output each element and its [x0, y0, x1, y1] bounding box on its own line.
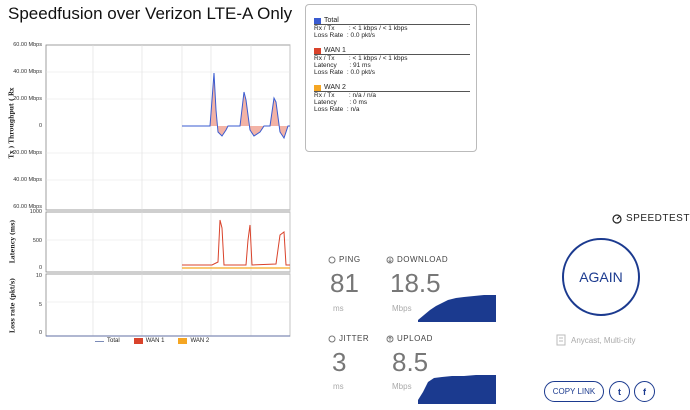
- jitter-label: JITTER: [328, 334, 369, 343]
- server-info: Anycast, Multi-city: [556, 334, 635, 346]
- latency-tick: 500: [32, 238, 42, 244]
- upload-graph: [418, 375, 496, 404]
- latency-axis-label: Latency (ms): [9, 219, 17, 264]
- download-icon: [386, 256, 394, 263]
- wan1-loss: Loss Rate : 0.0 pkt/s: [314, 69, 376, 76]
- legend-wan2: WAN 2: [178, 338, 209, 344]
- legend-wan1: WAN 1: [133, 338, 164, 344]
- tput-tick: 20.00 Mbps: [13, 150, 42, 156]
- latency-tick: 0: [38, 265, 42, 271]
- total-rxtx: Rx / Tx : < 1 kbps / < 1 kbps: [314, 25, 408, 32]
- tput-tick: 40.00 Mbps: [13, 177, 42, 183]
- again-button[interactable]: AGAIN: [562, 238, 640, 316]
- jitter-icon: [328, 335, 336, 342]
- download-label: DOWNLOAD: [386, 255, 448, 264]
- loss-panel: [45, 273, 291, 337]
- speedtest-logo: SPEEDTEST: [612, 213, 690, 224]
- total-loss: Loss Rate : 0.0 pkt/s: [314, 32, 376, 39]
- ping-value: 81: [330, 268, 359, 298]
- upload-value: 8.5: [392, 347, 429, 377]
- upload-label: UPLOAD: [386, 334, 433, 343]
- stat-wan2-header: WAN 2: [314, 84, 470, 91]
- loss-tick: 10: [35, 273, 42, 279]
- tput-tick: 0: [38, 123, 42, 129]
- jitter-unit: ms: [333, 382, 344, 391]
- tput-tick: 20.00 Mbps: [13, 96, 42, 102]
- wan2-latency: Latency : 0 ms: [314, 99, 368, 106]
- loss-tick: 5: [38, 302, 42, 308]
- wan1-latency-line: [182, 219, 290, 266]
- download-graph: [418, 295, 496, 322]
- wan2-rxtx: Rx / Tx : n/a / n/a: [314, 92, 377, 99]
- ping-unit: ms: [333, 304, 344, 313]
- stat-total-header: Total: [314, 17, 470, 24]
- server-icon: [556, 334, 566, 346]
- wan2-swatch-icon: [314, 84, 321, 91]
- total-swatch-icon: [314, 17, 321, 24]
- upload-icon: [386, 335, 394, 342]
- speedometer-icon: [612, 213, 622, 224]
- stat-wan1-header: WAN 1: [314, 47, 470, 54]
- loss-axis-label: Loss rate (pkt/s): [9, 277, 17, 334]
- twitter-icon[interactable]: t: [609, 381, 630, 402]
- wan2-loss: Loss Rate : n/a: [314, 106, 360, 113]
- upload-unit: Mbps: [392, 382, 412, 391]
- ping-icon: [328, 256, 336, 263]
- download-unit: Mbps: [392, 304, 412, 313]
- legend-total: Total: [95, 338, 120, 344]
- facebook-icon[interactable]: f: [634, 381, 655, 402]
- jitter-value: 3: [332, 347, 347, 377]
- tput-tick: 40.00 Mbps: [13, 69, 42, 75]
- wan1-swatch-icon: [314, 47, 321, 54]
- download-value: 18.5: [390, 268, 441, 298]
- throughput-axis-label: Tx ) Throughput ( Rx: [8, 87, 16, 159]
- stats-panel: Total Rx / Tx : < 1 kbps / < 1 kbps Loss…: [305, 4, 477, 152]
- ping-label: PING: [328, 255, 361, 264]
- loss-tick: 0: [38, 330, 42, 336]
- wan1-rxtx: Rx / Tx : < 1 kbps / < 1 kbps: [314, 55, 408, 62]
- tput-tick: 60.00 Mbps: [13, 42, 42, 48]
- total-throughput-line: [182, 72, 290, 140]
- peplink-graph: [45, 44, 291, 337]
- copy-link-button[interactable]: COPY LINK: [544, 381, 604, 402]
- wan1-latency: Latency : 91 ms: [314, 62, 371, 69]
- graph-legend: Total WAN 1 WAN 2: [95, 338, 209, 344]
- latency-tick: 1000: [29, 209, 42, 215]
- latency-panel: [45, 211, 291, 273]
- page-title: Speedfusion over Verizon LTE-A Only: [8, 4, 293, 23]
- tput-tick: 60.00 Mbps: [13, 204, 42, 210]
